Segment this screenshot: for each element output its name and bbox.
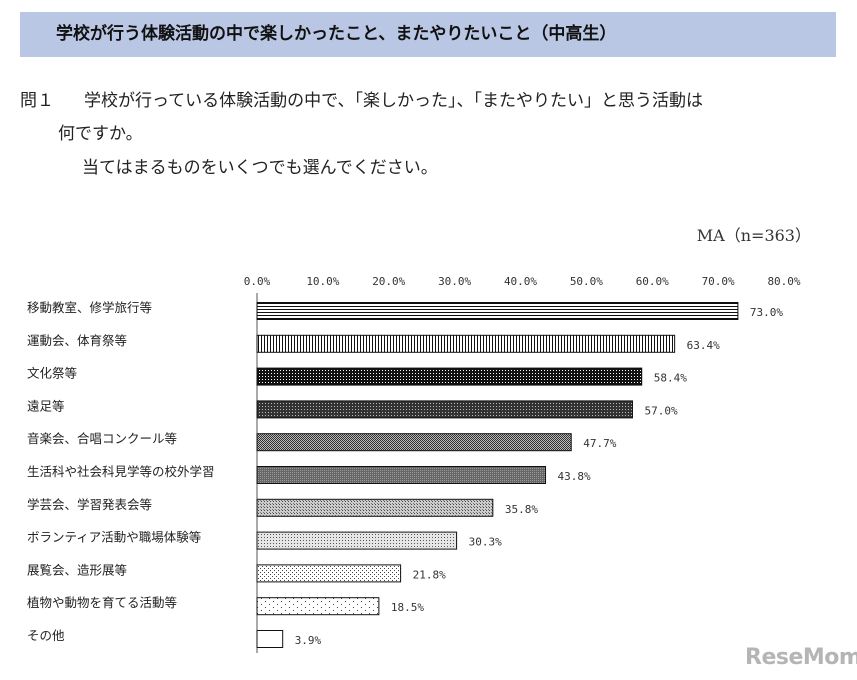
value-label: 35.8% <box>505 503 538 516</box>
x-tick-label: 60.0% <box>636 275 669 288</box>
x-tick-label: 0.0% <box>244 275 271 288</box>
bar <box>256 531 458 550</box>
question-line-2: 何ですか。 <box>58 124 143 144</box>
category-label: 移動教室、修学旅行等 <box>27 300 152 315</box>
bar <box>256 564 402 583</box>
x-tick-label: 40.0% <box>504 275 537 288</box>
category-label: 音楽会、合唱コンクール等 <box>27 431 177 446</box>
value-label: 57.0% <box>644 404 677 417</box>
category-label: 植物や動物を育てる活動等 <box>27 595 177 610</box>
category-label: 学芸会、学習発表会等 <box>27 497 152 512</box>
question-instruction: 当てはまるものをいくつでも選んでください。 <box>82 158 438 178</box>
x-tick-label: 10.0% <box>306 275 339 288</box>
category-label: 運動会、体育祭等 <box>27 333 127 348</box>
category-label: 文化祭等 <box>27 366 77 381</box>
bar <box>256 433 572 452</box>
bar <box>256 334 676 353</box>
page-title: 学校が行う体験活動の中で楽しかったこと、またやりたいこと（中高生） <box>56 24 617 44</box>
x-tick-label: 80.0% <box>767 275 800 288</box>
value-label: 30.3% <box>469 536 502 549</box>
bar <box>256 498 494 517</box>
resemom-logo: ReseMom <box>745 645 857 670</box>
bar <box>256 630 284 648</box>
category-label: 生活科や社会科見学等の校外学習 <box>27 464 215 479</box>
value-label: 47.7% <box>583 437 616 450</box>
bar <box>256 400 633 419</box>
value-label: 73.0% <box>750 306 783 319</box>
category-label: 展覧会、造形展等 <box>27 562 127 577</box>
category-label: 遠足等 <box>27 398 65 413</box>
x-tick-label: 20.0% <box>372 275 405 288</box>
bar <box>256 367 643 386</box>
sample-size-note: MA（n=363） <box>696 226 811 245</box>
x-tick-label: 30.0% <box>438 275 471 288</box>
question-number: 問１ <box>20 91 54 111</box>
category-label: その他 <box>27 628 65 643</box>
question-line-1: 学校が行っている体験活動の中で、「楽しかった」、「またやりたい」と思う活動は <box>84 91 703 111</box>
value-label: 58.4% <box>654 372 687 385</box>
bar <box>256 597 380 616</box>
x-tick-label: 70.0% <box>702 275 735 288</box>
bar <box>256 302 739 320</box>
value-label: 21.8% <box>413 568 446 581</box>
value-label: 18.5% <box>391 601 424 614</box>
bar <box>256 466 547 484</box>
value-label: 63.4% <box>687 339 720 352</box>
category-label: ボランティア活動や職場体験等 <box>27 530 201 545</box>
title-banner: 学校が行う体験活動の中で楽しかったこと、またやりたいこと（中高生） <box>20 12 836 57</box>
value-label: 3.9% <box>295 634 322 647</box>
x-tick-label: 50.0% <box>570 275 603 288</box>
value-label: 43.8% <box>558 470 591 483</box>
